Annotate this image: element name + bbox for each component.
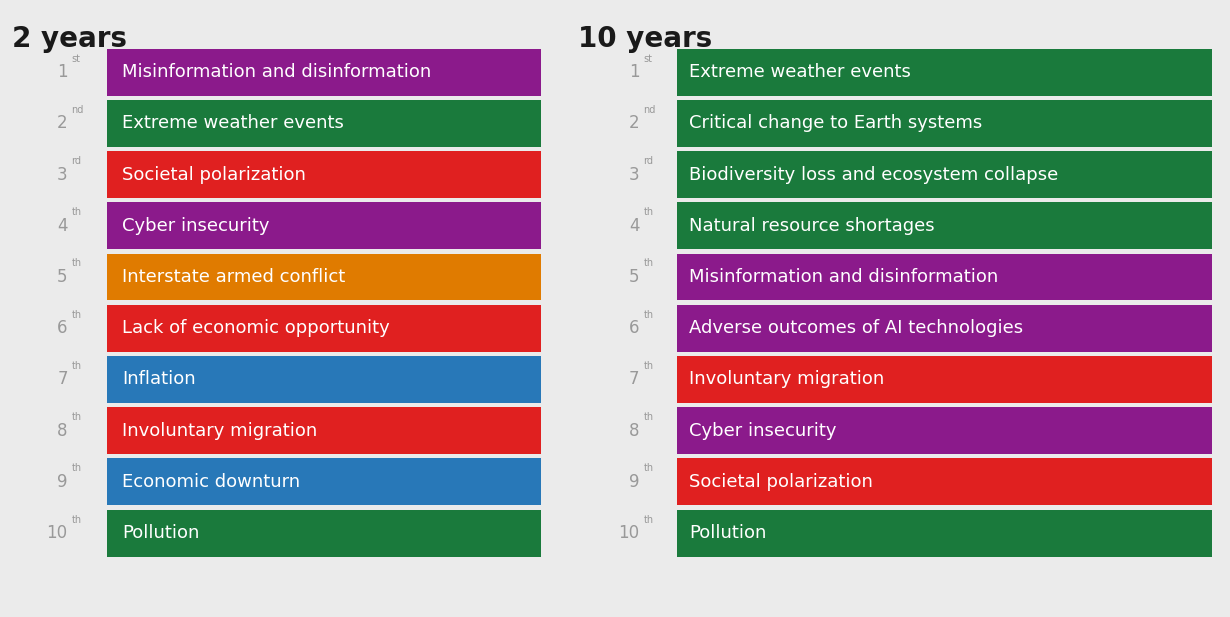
Text: st: st — [643, 54, 652, 64]
Text: rd: rd — [71, 156, 81, 166]
FancyBboxPatch shape — [107, 49, 541, 96]
Text: Economic downturn: Economic downturn — [122, 473, 300, 491]
FancyBboxPatch shape — [107, 305, 541, 352]
Text: 2: 2 — [57, 114, 68, 133]
Text: th: th — [71, 463, 81, 473]
Text: Extreme weather events: Extreme weather events — [689, 63, 910, 81]
Text: nd: nd — [71, 105, 84, 115]
Text: 7: 7 — [629, 370, 640, 389]
Text: th: th — [643, 515, 653, 524]
Text: 1: 1 — [629, 63, 640, 81]
Text: Natural resource shortages: Natural resource shortages — [689, 217, 935, 235]
Text: Critical change to Earth systems: Critical change to Earth systems — [689, 114, 982, 133]
Text: 10: 10 — [619, 524, 640, 542]
Text: Adverse outcomes of AI technologies: Adverse outcomes of AI technologies — [689, 319, 1023, 337]
Text: 10 years: 10 years — [578, 25, 712, 52]
Text: Cyber insecurity: Cyber insecurity — [689, 421, 836, 440]
Text: Interstate armed conflict: Interstate armed conflict — [122, 268, 346, 286]
Text: rd: rd — [643, 156, 653, 166]
Text: 8: 8 — [629, 421, 640, 440]
FancyBboxPatch shape — [676, 202, 1212, 249]
FancyBboxPatch shape — [107, 510, 541, 557]
FancyBboxPatch shape — [107, 202, 541, 249]
FancyBboxPatch shape — [676, 151, 1212, 198]
Text: 9: 9 — [57, 473, 68, 491]
Text: nd: nd — [643, 105, 656, 115]
Text: 8: 8 — [57, 421, 68, 440]
Text: Involuntary migration: Involuntary migration — [122, 421, 317, 440]
FancyBboxPatch shape — [676, 356, 1212, 403]
Text: th: th — [71, 412, 81, 422]
Text: 3: 3 — [629, 165, 640, 184]
FancyBboxPatch shape — [107, 407, 541, 454]
Text: Societal polarization: Societal polarization — [122, 165, 305, 184]
Text: th: th — [71, 361, 81, 371]
FancyBboxPatch shape — [107, 458, 541, 505]
FancyBboxPatch shape — [676, 100, 1212, 147]
Text: th: th — [71, 310, 81, 320]
Text: Inflation: Inflation — [122, 370, 196, 389]
Text: Extreme weather events: Extreme weather events — [122, 114, 343, 133]
FancyBboxPatch shape — [107, 151, 541, 198]
FancyBboxPatch shape — [676, 49, 1212, 96]
Text: Involuntary migration: Involuntary migration — [689, 370, 884, 389]
Text: th: th — [643, 463, 653, 473]
Text: th: th — [71, 515, 81, 524]
FancyBboxPatch shape — [676, 407, 1212, 454]
Text: Biodiversity loss and ecosystem collapse: Biodiversity loss and ecosystem collapse — [689, 165, 1058, 184]
Text: th: th — [71, 259, 81, 268]
Text: 5: 5 — [57, 268, 68, 286]
Text: 4: 4 — [57, 217, 68, 235]
Text: Lack of economic opportunity: Lack of economic opportunity — [122, 319, 390, 337]
Text: 7: 7 — [57, 370, 68, 389]
FancyBboxPatch shape — [107, 356, 541, 403]
Text: 6: 6 — [629, 319, 640, 337]
Text: 3: 3 — [57, 165, 68, 184]
FancyBboxPatch shape — [676, 305, 1212, 352]
Text: th: th — [643, 207, 653, 217]
Text: Societal polarization: Societal polarization — [689, 473, 872, 491]
Text: Misinformation and disinformation: Misinformation and disinformation — [689, 268, 998, 286]
Text: th: th — [643, 361, 653, 371]
Text: 2: 2 — [629, 114, 640, 133]
Text: th: th — [643, 310, 653, 320]
Text: th: th — [643, 412, 653, 422]
Text: Cyber insecurity: Cyber insecurity — [122, 217, 269, 235]
Text: 4: 4 — [629, 217, 640, 235]
Text: Misinformation and disinformation: Misinformation and disinformation — [122, 63, 430, 81]
Text: Pollution: Pollution — [689, 524, 766, 542]
Text: 10: 10 — [47, 524, 68, 542]
Text: th: th — [643, 259, 653, 268]
Text: 9: 9 — [629, 473, 640, 491]
FancyBboxPatch shape — [107, 254, 541, 300]
Text: th: th — [71, 207, 81, 217]
FancyBboxPatch shape — [107, 100, 541, 147]
Text: st: st — [71, 54, 80, 64]
FancyBboxPatch shape — [676, 510, 1212, 557]
Text: 1: 1 — [57, 63, 68, 81]
FancyBboxPatch shape — [676, 458, 1212, 505]
Text: 5: 5 — [629, 268, 640, 286]
FancyBboxPatch shape — [676, 254, 1212, 300]
Text: 2 years: 2 years — [12, 25, 127, 52]
Text: Pollution: Pollution — [122, 524, 199, 542]
Text: 6: 6 — [57, 319, 68, 337]
